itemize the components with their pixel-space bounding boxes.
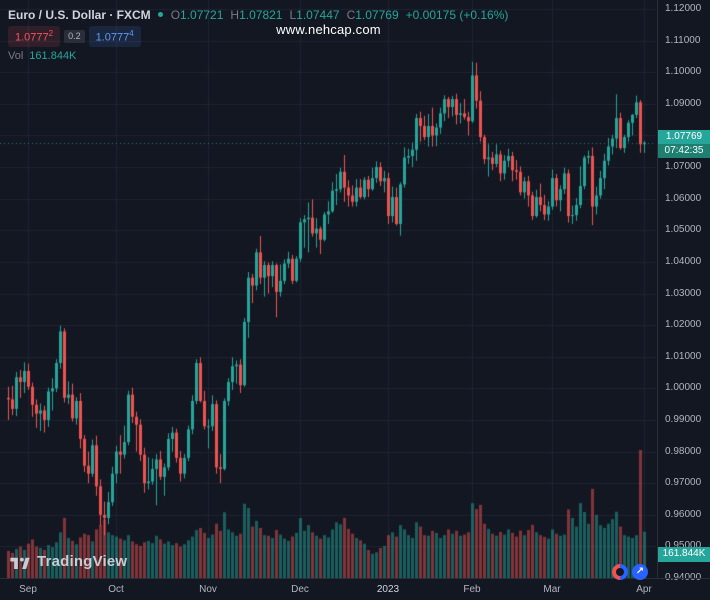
- buy-price-sup: 4: [129, 29, 134, 39]
- time-tick-label: Oct: [108, 584, 124, 595]
- price-tick-label: 0.96000: [665, 508, 702, 520]
- last-price-badge: 1.07769 07:42:35: [658, 129, 710, 158]
- time-axis[interactable]: Sep Oct Nov Dec 2023 Feb Mar Apr: [0, 578, 710, 600]
- volume-legend[interactable]: Vol 161.844K: [8, 50, 508, 65]
- price-tick-label: 1.07000: [665, 161, 702, 173]
- sell-price-sup: 2: [48, 29, 54, 39]
- high-label: H: [230, 7, 240, 22]
- tradingview-logo[interactable]: TradingView: [10, 553, 127, 570]
- spread-value: 0.2: [64, 30, 85, 43]
- sell-button[interactable]: 1.07772: [8, 26, 61, 47]
- price-tick-label: 0.99000: [665, 413, 702, 425]
- price-tick-label: 0.97000: [665, 477, 702, 489]
- order-panel: 1.07772 0.2 1.07774: [8, 26, 508, 47]
- price-tick-label: 1.03000: [665, 287, 702, 299]
- ohlc-open: O1.07721: [171, 8, 224, 22]
- time-tick-label: Apr: [636, 584, 652, 595]
- buy-price: 1.0777: [95, 31, 130, 44]
- time-tick-label: Sep: [19, 584, 37, 595]
- price-axis[interactable]: 1.120001.110001.100001.090001.080001.070…: [657, 0, 710, 583]
- donut-gauge-icon[interactable]: [612, 564, 628, 580]
- close-label: C: [346, 7, 356, 22]
- price-tick-label: 1.00000: [665, 382, 702, 394]
- open-value: 1.07721: [180, 7, 224, 22]
- bar-countdown: 07:42:35: [658, 143, 710, 158]
- volume-value: 161.844K: [29, 50, 77, 62]
- symbol-legend-row: Euro / U.S. Dollar · FXCM O1.07721 H1.07…: [8, 6, 508, 23]
- price-tick-label: 1.01000: [665, 350, 702, 362]
- floating-badges: ↗: [612, 564, 648, 580]
- market-status-dot: [157, 12, 163, 17]
- price-tick-label: 1.05000: [665, 224, 702, 236]
- tradingview-logo-text: TradingView: [37, 553, 128, 570]
- watermark: www.nehcap.com: [276, 22, 381, 37]
- low-label: L: [289, 7, 297, 22]
- time-tick-label: Feb: [463, 584, 481, 595]
- price-tick-label: 0.94000: [665, 572, 702, 583]
- ohlc-low: L1.07447: [289, 8, 339, 22]
- time-tick-label: 2023: [376, 584, 400, 595]
- high-value: 1.07821: [239, 7, 283, 22]
- ohlc-close: C1.07769: [347, 8, 399, 22]
- chart-legend: Euro / U.S. Dollar · FXCM O1.07721 H1.07…: [8, 6, 508, 65]
- volume-axis-badge: 161.844K: [658, 546, 710, 562]
- time-tick-label: Dec: [291, 584, 309, 595]
- candlestick-volume-canvas[interactable]: [0, 0, 656, 578]
- price-tick-label: 1.10000: [665, 66, 702, 78]
- sell-price: 1.0777: [15, 31, 49, 44]
- tradingview-logo-icon: [10, 554, 30, 569]
- close-value: 1.07769: [355, 7, 399, 22]
- time-tick-label: Nov: [199, 584, 217, 595]
- volume-label: Vol: [8, 50, 24, 62]
- price-tick-label: 1.12000: [665, 3, 702, 14]
- change-value: +0.00175 (+0.16%): [405, 7, 509, 22]
- price-tick-label: 1.11000: [665, 34, 701, 46]
- price-tick-label: 0.95000: [665, 540, 702, 552]
- buy-button[interactable]: 1.07774: [88, 26, 141, 47]
- last-price-value: 1.07769: [658, 129, 710, 144]
- price-tick-label: 0.98000: [665, 445, 702, 457]
- arrow-up-right-icon[interactable]: ↗: [632, 564, 648, 580]
- time-tick-label: Mar: [543, 584, 561, 595]
- price-tick-label: 1.09000: [665, 97, 702, 109]
- price-tick-label: 1.06000: [665, 192, 702, 204]
- low-value: 1.07447: [296, 7, 340, 22]
- price-tick-label: 1.02000: [665, 319, 702, 331]
- price-tick-label: 1.04000: [665, 255, 702, 267]
- symbol-title[interactable]: Euro / U.S. Dollar · FXCM: [8, 7, 151, 22]
- open-label: O: [170, 7, 181, 22]
- ohlc-high: H1.07821: [230, 8, 282, 22]
